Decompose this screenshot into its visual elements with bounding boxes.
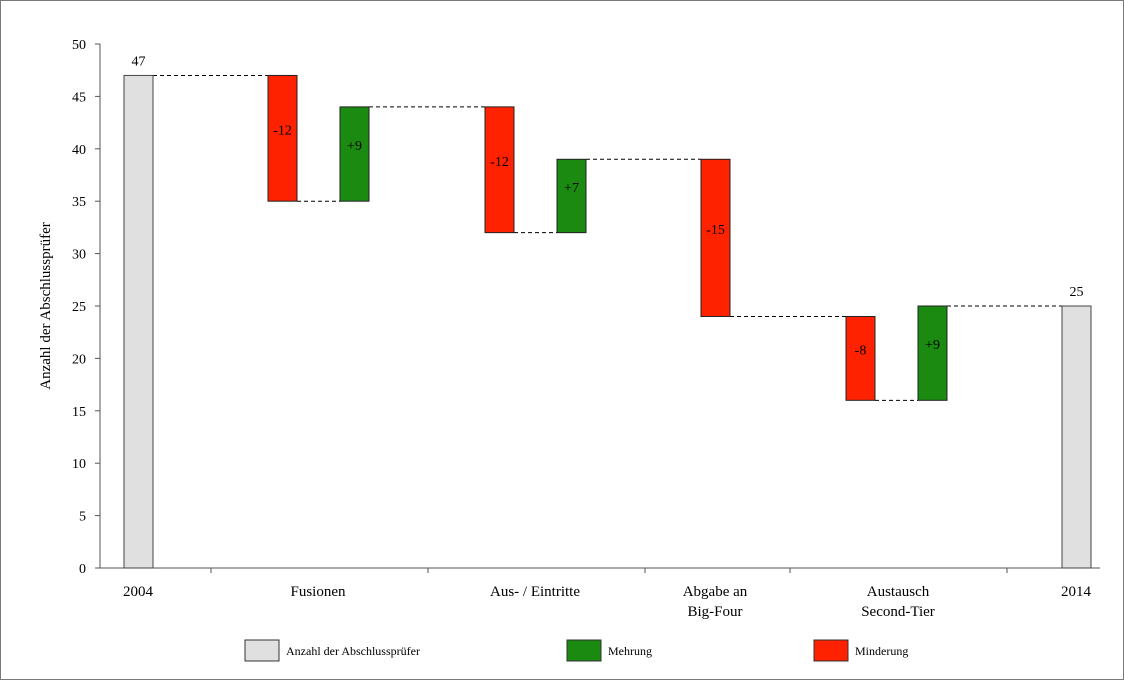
y-tick-label: 35	[72, 195, 86, 210]
legend-swatch	[813, 639, 849, 662]
y-tick-label: 5	[79, 510, 86, 525]
category-label: Abgabe an	[683, 584, 748, 600]
category-label: Big-Four	[687, 604, 742, 620]
category-label: 2014	[1061, 584, 1092, 600]
decrease-bar	[484, 106, 515, 234]
y-tick-label: 30	[72, 248, 86, 263]
decrease-bar	[845, 315, 876, 401]
legend-label: Mehrung	[608, 644, 652, 658]
data-label: +9	[347, 139, 362, 154]
category-label: 2004	[123, 584, 154, 600]
category-label: Austausch	[867, 584, 930, 600]
increase-bar	[556, 158, 587, 234]
category-label: Aus- / Eintritte	[490, 584, 580, 600]
data-label: -8	[855, 343, 867, 358]
y-tick-label: 45	[72, 90, 86, 105]
decrease-bar	[267, 74, 298, 202]
y-tick-label: 10	[72, 457, 86, 472]
y-tick-label: 20	[72, 352, 86, 367]
y-tick-label: 50	[72, 38, 86, 53]
y-tick-label: 25	[72, 300, 86, 315]
data-label: -12	[490, 155, 509, 170]
legend-swatch	[244, 639, 280, 662]
data-label: -12	[273, 123, 292, 138]
legend-label: Minderung	[855, 644, 908, 658]
y-axis-label: Anzahl der Abschlussprüfer	[38, 222, 54, 389]
total-bar	[1061, 305, 1092, 569]
category-label: Second-Tier	[861, 604, 935, 620]
data-label: 25	[1070, 285, 1084, 300]
decrease-bar	[700, 158, 731, 317]
data-label: +7	[564, 181, 579, 196]
data-label: +9	[925, 338, 940, 353]
y-tick-label: 0	[79, 562, 86, 577]
y-tick-label: 15	[72, 405, 86, 420]
category-label: Fusionen	[290, 584, 346, 600]
total-bar	[123, 74, 154, 569]
increase-bar	[339, 106, 370, 202]
legend-label: Anzahl der Abschlussprüfer	[286, 644, 420, 658]
increase-bar	[917, 305, 948, 401]
y-tick-label: 40	[72, 143, 86, 158]
data-label: 47	[132, 54, 146, 69]
legend-swatch	[566, 639, 602, 662]
data-label: -15	[706, 223, 725, 238]
